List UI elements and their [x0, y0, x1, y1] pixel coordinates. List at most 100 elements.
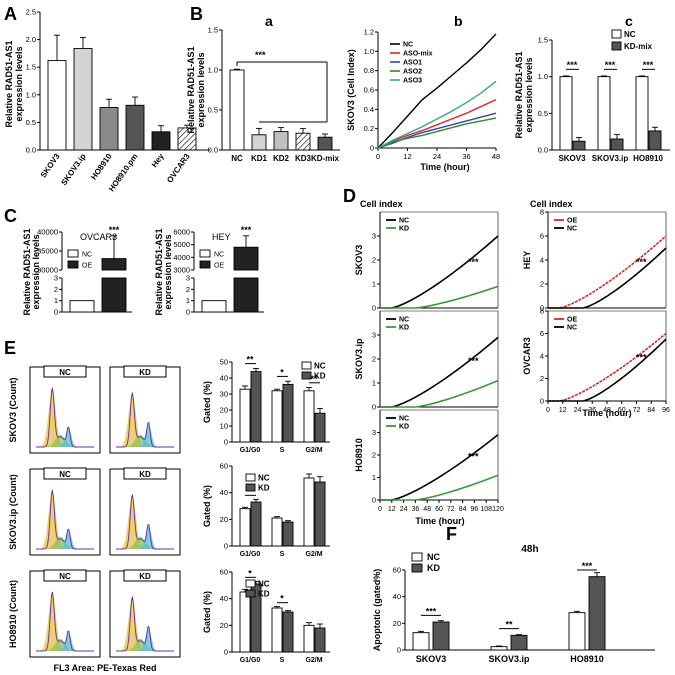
panel-label-c: C — [4, 206, 17, 226]
e-skov3ip-legend-label: NC — [258, 474, 270, 483]
histogram-outline — [36, 489, 94, 550]
e-hist-row-label-0: SKOV3 (Count) — [8, 378, 18, 443]
c-hey-bar-nc — [201, 300, 227, 313]
histogram-outline — [116, 494, 174, 550]
d-hey-y-tick-label: 4 — [540, 256, 544, 265]
ba-bar-kd3 — [295, 132, 311, 151]
f-significance: ** — [505, 620, 513, 630]
ba-significance: *** — [255, 50, 266, 60]
d-skov3-y-tick-label: 1 — [372, 280, 376, 289]
histogram-label: KD — [139, 368, 151, 377]
d-ovcar3-y-tick-label: 4 — [540, 352, 544, 361]
d-ho8910-x-tick-label: 48 — [423, 506, 431, 513]
c-ovcar3-legend-label: NC — [82, 252, 92, 259]
d-skov3ip-ylabel: SKOV3.ip — [354, 338, 364, 380]
e-skov3-x-label: G1/G0 — [240, 447, 261, 454]
d-ovcar3-x-tick-label: 84 — [647, 407, 655, 414]
d-hey-significance: *** — [636, 257, 647, 267]
panel-label-b: B — [190, 4, 203, 24]
d-ho8910-x-tick-label: 96 — [471, 506, 479, 513]
f-legend-label: NC — [427, 552, 440, 562]
a-y-tick-label: 1.0 — [26, 90, 36, 99]
bb-series-aso-mix — [377, 99, 497, 149]
bc-y-tick-label: 1.0 — [538, 72, 548, 81]
f-ylabel: Apoptotic (gated%) — [372, 569, 382, 652]
d-ho8910-series-nc — [380, 434, 499, 501]
bc-bar-skov3-nc — [559, 76, 573, 151]
d-ho8910-x-tick-label: 12 — [388, 506, 396, 513]
d-ho8910-x-tick-label: 72 — [447, 506, 455, 513]
d-skov3-y-tick-label: 2 — [372, 256, 376, 265]
histogram-label-box — [43, 569, 87, 582]
bb-x-tick-label: 48 — [492, 152, 500, 161]
g2-peak-fill — [116, 525, 174, 549]
d-ovcar3-x-tick-label: 72 — [633, 407, 641, 414]
f-legend-label: KD — [427, 563, 440, 573]
g2-peak-fill — [116, 423, 174, 447]
d-skov3ip-series-nc — [380, 336, 499, 408]
f-bar-ho8910-nc — [568, 612, 586, 651]
e-hist-row-label-1: SKOV3.ip (Count) — [8, 474, 18, 550]
e-ho8910-bar-nc-0 — [239, 591, 251, 653]
e-skov3-legend-label: KD — [314, 372, 326, 381]
ba-x-label: KD2 — [273, 154, 290, 163]
c-hey-ylabel-line1: Relative RAD51-AS1 — [154, 228, 164, 315]
c-ovcar3-y-tick-label: 30000 — [37, 266, 58, 275]
d-ovcar3-series-nc — [548, 338, 667, 402]
d-ovcar3-x-tick-label: 96 — [662, 407, 670, 414]
bb-y-tick-label: 0.4 — [364, 105, 374, 114]
g2-peak-fill — [36, 530, 94, 549]
bc-x-label: SKOV3.ip — [592, 154, 629, 163]
bb-y-tick-label: 1.0 — [364, 47, 374, 56]
sub-label-a: a — [265, 13, 273, 29]
d-ho8910-significance: *** — [468, 452, 479, 462]
ba-x-label: KD-mix — [311, 154, 340, 163]
c-hey-significance: *** — [241, 225, 252, 235]
bb-y-tick-label: 0 — [370, 144, 374, 153]
a-x-label: SKOV3 — [39, 152, 62, 180]
a-y-tick-label: 1.5 — [26, 63, 36, 72]
c-ovcar3-y-tick-label: 3 — [54, 274, 58, 283]
bc-bar-ho8910-kd-mix — [648, 130, 662, 151]
bb-x-tick-label: 12 — [403, 152, 411, 161]
f-significance: *** — [582, 561, 593, 571]
e-skov3ip-bar-nc-1 — [271, 517, 283, 547]
panel-label-d: D — [343, 186, 356, 206]
e-skov3-y-tick-label: 20 — [220, 406, 228, 415]
histogram-outline — [36, 591, 94, 652]
d-skov3ip-legend-label: KD — [399, 325, 409, 332]
ba-bar-kd2 — [273, 131, 289, 151]
bb-series-nc — [377, 33, 497, 149]
a-y-tick-label: 2.0 — [26, 35, 36, 44]
d-ho8910-series-kd — [380, 474, 499, 501]
bc-y-tick-label: 0.5 — [538, 109, 548, 118]
c-hey-ylabel-line2: expression levels — [163, 234, 173, 309]
e-skov3ip-bar-nc-2 — [303, 477, 315, 547]
d-ho8910-x-tick-label: 108 — [480, 506, 492, 513]
e-ho8910-x-label: G1/G0 — [240, 657, 261, 664]
d-ho8910-legend-label: NC — [399, 416, 409, 423]
d-ovcar3-significance: *** — [636, 353, 647, 363]
e-skov3-significance: ** — [246, 355, 254, 365]
d-skov3ip-legend-label: NC — [399, 317, 409, 324]
d-ho8910-ylabel: HO8910 — [354, 438, 364, 472]
f-y-tick-label: 20 — [393, 619, 401, 628]
d-skov3-y-tick-label: 0 — [372, 304, 376, 313]
bb-x-tick-label: 0 — [376, 152, 380, 161]
panel-label-f: F — [446, 524, 457, 544]
f-y-tick-label: 60 — [393, 566, 401, 575]
e-skov3-x-label: G2/M — [305, 447, 322, 454]
bb-y-tick-label: 0.8 — [364, 66, 374, 75]
bb-x-tick-label: 24 — [433, 152, 441, 161]
d-ho8910-x-tick-label: 120 — [492, 506, 504, 513]
d-title-left: Cell index — [360, 199, 403, 209]
histogram-0-0: NC — [29, 365, 101, 454]
d-hey-series-nc — [548, 247, 667, 309]
e-hist-row-label-2: HO8910 (Count) — [8, 580, 18, 648]
e-skov3ip-bar-kd-1 — [282, 521, 294, 547]
a-x-label: Hey — [150, 152, 166, 170]
e-ho8910-ylabel: Gated (%) — [202, 591, 212, 633]
panel-label-e: E — [4, 338, 16, 358]
d-ovcar3-x-tick-label: 24 — [574, 407, 582, 414]
e-skov3ip-bar-nc-0 — [239, 508, 251, 547]
